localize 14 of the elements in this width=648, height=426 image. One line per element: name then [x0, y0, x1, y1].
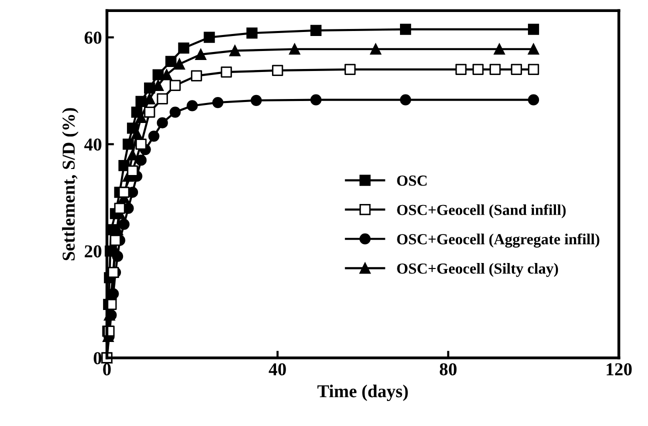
legend-label: OSC+Geocell (Sand infill): [397, 204, 566, 218]
y-tick-label: 20: [84, 245, 102, 258]
legend-label: OSC: [397, 176, 427, 186]
legend-label: OSC+Geocell (Aggregate infill): [397, 233, 600, 248]
legend-label: OSC+Geocell (Silty clay): [397, 262, 558, 277]
x-tick-label: 120: [606, 363, 632, 376]
x-tick-label: 40: [268, 363, 286, 376]
x-tick-label: 80: [440, 363, 457, 376]
y-tick-label: 0: [94, 352, 102, 364]
y-axis-title: Settlement, S/D (%): [62, 108, 78, 260]
x-axis-title: Time (days): [317, 384, 408, 402]
x-tick-label: 0: [103, 363, 111, 376]
y-tick-label: 40: [84, 138, 102, 151]
y-tick-label: 60: [84, 32, 102, 44]
